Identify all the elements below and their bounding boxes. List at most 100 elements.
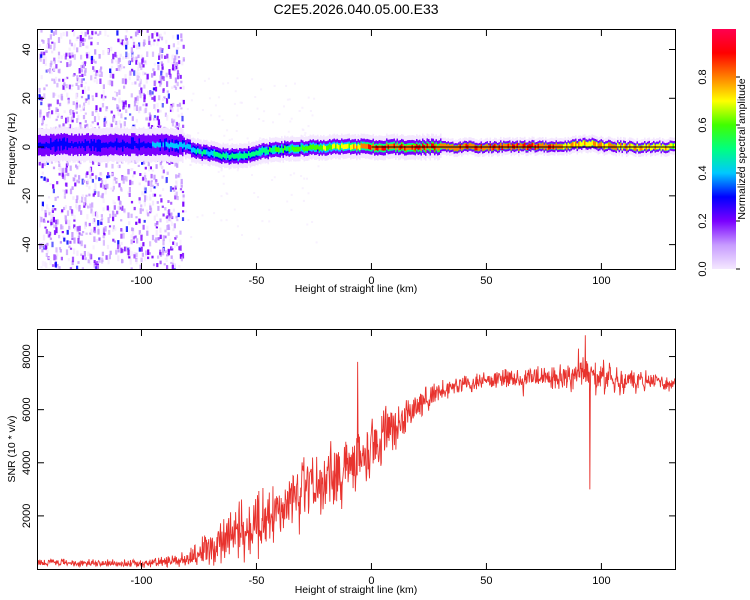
spectrogram-cell (512, 143, 514, 149)
spectrogram-cell (180, 107, 183, 110)
spectrogram-cell (671, 143, 673, 149)
spectrogram-cell (130, 36, 133, 39)
spectrogram-cell (121, 100, 124, 103)
spectrogram-cell (230, 154, 232, 160)
spectrogram-cell (97, 228, 100, 235)
spectrogram-cell (73, 215, 76, 220)
spectrogram-cell (82, 64, 85, 69)
spectrogram-cell (203, 79, 206, 82)
spectrogram-cell (92, 245, 95, 250)
spectrogram-cell (136, 71, 139, 75)
spectrogram-cell (163, 263, 166, 266)
spectrogram-cell (182, 143, 184, 149)
spectrogram-cell (353, 144, 355, 150)
spectrogram-cell (222, 182, 225, 185)
spectrogram-cell (90, 75, 93, 81)
spectrogram-cell (56, 196, 59, 199)
spectrogram-cell (115, 59, 118, 63)
spectrogram-cell (42, 234, 46, 241)
spectrogram-cell (95, 142, 97, 148)
spectrogram-cell (80, 69, 84, 73)
spectrogram-cell (509, 143, 511, 148)
spectrogram-cell (428, 144, 430, 149)
spectrogram-cell (330, 145, 333, 151)
spectrogram-cell (455, 145, 457, 151)
spectrogram-cell (164, 207, 167, 211)
spectrogram-cell (117, 196, 120, 201)
spectrogram-cell (220, 195, 223, 198)
spectrogram-cell (447, 143, 450, 149)
spectrogram-cell (181, 217, 185, 221)
spectrogram-cell (89, 253, 92, 259)
spectrogram-cell (81, 89, 85, 94)
spectrogram-cell (515, 144, 517, 149)
spectrogram-cell (650, 145, 652, 151)
spectrogram-cell (528, 143, 531, 149)
spectrogram-cell (324, 146, 327, 151)
spectrogram-cell (521, 143, 523, 149)
spectrogram-cell (110, 110, 113, 114)
spectrogram-cell (120, 219, 123, 222)
spectrogram-cell (257, 196, 260, 199)
spectrogram-cell (106, 205, 109, 211)
spectrogram-cell (116, 125, 119, 129)
spectrogram-cell (174, 125, 177, 128)
spectrogram-cell (124, 103, 127, 108)
spectrogram-cell (287, 146, 289, 151)
spectrogram-cell (173, 58, 176, 64)
spectrogram-cell (236, 153, 238, 159)
spectrogram-cell (120, 233, 123, 239)
snr-x-axis-title: Height of straight line (km) (295, 584, 418, 596)
spectrogram-cell (79, 122, 82, 125)
spectrogram-cell (253, 192, 256, 194)
spectrogram-cell (166, 171, 169, 175)
colorbar-tick-label: 0.0 (697, 261, 709, 276)
spectrogram-cell (53, 48, 56, 51)
spectrogram-cell (119, 123, 123, 129)
spectrogram-cell (468, 143, 471, 149)
spectrogram-cell (143, 96, 146, 103)
spectrogram-cell (260, 88, 263, 91)
spectrogram-cell (161, 75, 164, 80)
spectrogram-cell (100, 172, 103, 177)
spectrogram-cell (65, 249, 69, 256)
spectrogram-cell (171, 86, 174, 89)
spectrogram-cell (65, 219, 68, 225)
spectrogram-cell (40, 51, 43, 55)
spectrogram-cell (44, 212, 47, 218)
spectrogram-cell (168, 238, 172, 243)
spectrogram-cell (130, 234, 133, 239)
spectrogram-cell (112, 178, 115, 185)
spectrogram-cell (112, 96, 115, 101)
spectrogram-cell (175, 242, 178, 247)
spectrogram-cell (166, 53, 169, 59)
spectrogram-cell (321, 145, 324, 151)
spectrogram-cell (41, 123, 44, 126)
spectrogram-cell (545, 143, 547, 149)
spectrogram-cell (45, 44, 49, 49)
spectrogram-cell (140, 142, 142, 148)
spectrogram-cell (99, 143, 102, 149)
spectrogram-cell (164, 250, 167, 253)
spectrogram-cell (115, 120, 118, 126)
spectrogram-cell (302, 199, 305, 202)
spectrogram-cell (293, 146, 295, 152)
spectrogram-cell (301, 187, 304, 190)
spectrogram-cell (115, 247, 118, 251)
spectrogram-cell (49, 44, 52, 50)
spectrogram-cell (176, 34, 179, 40)
spectrogram-cell (663, 145, 666, 151)
spectrogram-cell (239, 152, 241, 158)
spectrogram-cell (522, 143, 525, 149)
spectrogram-cell (156, 263, 159, 268)
spectrogram-cell (73, 224, 76, 229)
spectrogram-cell (80, 210, 83, 215)
spectrogram-cell (53, 42, 56, 48)
spectrogram-cell (90, 41, 93, 46)
spectrogram-cell (227, 82, 230, 85)
spectrogram-cell (162, 77, 165, 81)
spectrogram-cell (45, 262, 48, 268)
spectrogram-cell (179, 239, 182, 245)
spectrogram-cell (153, 62, 156, 66)
